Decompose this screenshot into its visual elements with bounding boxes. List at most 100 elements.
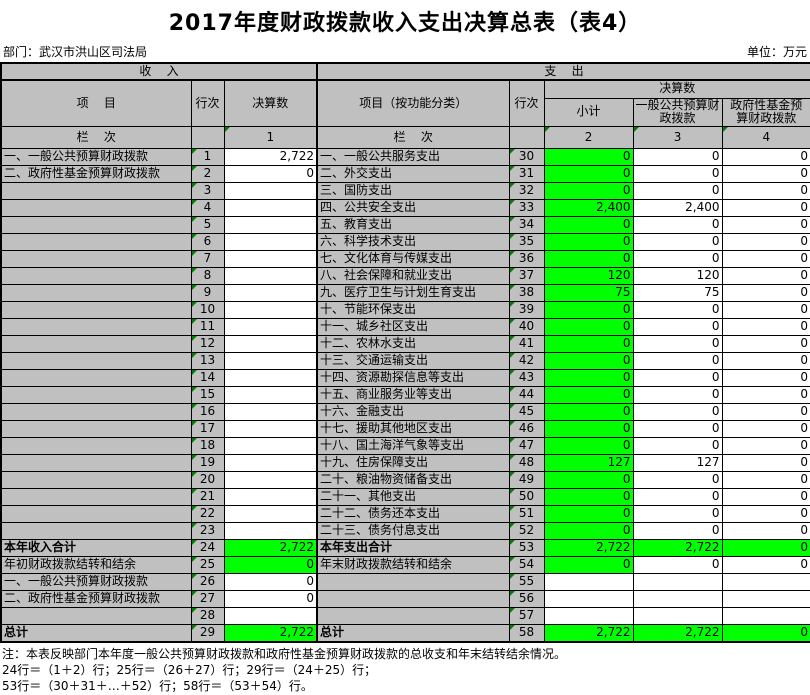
subtotal-amount: 0 xyxy=(543,335,634,354)
income-amount xyxy=(223,454,319,473)
income-item-label xyxy=(0,437,192,456)
income-item-label: 总计 xyxy=(0,624,192,643)
income-amount xyxy=(223,182,319,201)
general-budget-amount: 0 xyxy=(632,437,723,456)
table-row: 9 九、医疗卫生与计划生育支出 38 75 75 0 xyxy=(0,284,810,303)
general-budget-amount: 2,722 xyxy=(632,624,723,643)
income-amount xyxy=(223,369,319,388)
general-budget-amount: 0 xyxy=(632,471,723,490)
income-item-label xyxy=(0,607,192,626)
subtotal-amount: 2,722 xyxy=(543,624,634,643)
expense-line-no: 32 xyxy=(508,182,545,201)
expense-item-label: 十四、资源勘探信息等支出 xyxy=(316,369,510,388)
expense-item-label: 二十一、其他支出 xyxy=(316,488,510,507)
blank-cell xyxy=(190,126,225,150)
govt-fund-amount xyxy=(721,573,810,592)
govt-fund-amount: 0 xyxy=(721,250,810,269)
income-line-no: 22 xyxy=(190,505,225,524)
income-item-label xyxy=(0,471,192,490)
expense-item-label: 十二、农林水支出 xyxy=(316,335,510,354)
income-line-no: 23 xyxy=(190,522,225,541)
unit-label: 单位：万元 xyxy=(746,45,807,59)
table-row: 7 七、文化体育与传媒支出 36 0 0 0 xyxy=(0,250,810,269)
table-row: 15 十五、商业服务业等支出 44 0 0 0 xyxy=(0,386,810,405)
income-amount-header: 决算数 xyxy=(223,79,319,128)
govt-fund-amount: 0 xyxy=(721,454,810,473)
govt-fund-amount: 0 xyxy=(721,556,810,575)
income-amount: 0 xyxy=(223,556,319,575)
govt-fund-amount: 0 xyxy=(721,335,810,354)
table-row: 20 二十、粮油物资储备支出 49 0 0 0 xyxy=(0,471,810,490)
income-section-header: 收 入 xyxy=(0,62,319,81)
table-row: 8 八、社会保障和就业支出 37 120 120 0 xyxy=(0,267,810,286)
department-label: 部门：武汉市洪山区司法局 xyxy=(3,45,148,59)
expense-item-label xyxy=(316,573,510,592)
expense-line-no: 33 xyxy=(508,199,545,218)
govt-fund-amount: 0 xyxy=(721,624,810,643)
report-title: 2017年度财政拨款收入支出决算总表（表4） xyxy=(168,11,642,36)
expense-item-label: 六、科学技术支出 xyxy=(316,233,510,252)
income-amount xyxy=(223,505,319,524)
expense-item-label: 总计 xyxy=(316,624,510,643)
subtotal-amount: 0 xyxy=(543,556,634,575)
general-budget-amount: 2,722 xyxy=(632,539,723,558)
income-item-label xyxy=(0,216,192,235)
expense-item-label: 二十二、债务还本支出 xyxy=(316,505,510,524)
table-row: 11 十一、城乡社区支出 40 0 0 0 xyxy=(0,318,810,337)
expense-item-label: 十八、国土海洋气象等支出 xyxy=(316,437,510,456)
income-amount xyxy=(223,216,319,235)
govt-fund-amount: 0 xyxy=(721,471,810,490)
general-budget-amount: 0 xyxy=(632,335,723,354)
income-item-label xyxy=(0,522,192,541)
table-row: 一、一般公共预算财政拨款 1 2,722 一、一般公共服务支出 30 0 0 0 xyxy=(0,148,810,167)
govt-fund-amount: 0 xyxy=(721,437,810,456)
govt-fund-amount: 0 xyxy=(721,284,810,303)
meta-row: 部门：武汉市洪山区司法局 单位：万元 xyxy=(0,44,810,62)
income-amount xyxy=(223,488,319,507)
subtotal-amount: 0 xyxy=(543,386,634,405)
subtotal-amount xyxy=(543,573,634,592)
income-amount: 2,722 xyxy=(223,624,319,643)
footnote-line: 注：本表反映部门本年度一般公共预算财政拨款和政府性基金预算财政拨款的总收支和年末… xyxy=(2,646,567,661)
income-amount: 0 xyxy=(223,573,319,592)
expense-item-label: 九、医疗卫生与计划生育支出 xyxy=(316,284,510,303)
income-item-label: 一、一般公共预算财政拨款 xyxy=(0,148,192,167)
expense-line-no: 51 xyxy=(508,505,545,524)
table-row: 18 十八、国土海洋气象等支出 47 0 0 0 xyxy=(0,437,810,456)
income-line-no: 26 xyxy=(190,573,225,592)
income-amount xyxy=(223,199,319,218)
column-index-1: 1 xyxy=(223,126,319,150)
expense-item-label: 二、外交支出 xyxy=(316,165,510,184)
general-budget-amount: 75 xyxy=(632,284,723,303)
table-row: 5 五、教育支出 34 0 0 0 xyxy=(0,216,810,235)
subtotal-amount: 0 xyxy=(543,250,634,269)
subtotal-amount: 0 xyxy=(543,165,634,184)
expense-item-label: 十五、商业服务业等支出 xyxy=(316,386,510,405)
income-item-label: 一、一般公共预算财政拨款 xyxy=(0,573,192,592)
income-line-no: 15 xyxy=(190,386,225,405)
subtotal-amount: 0 xyxy=(543,352,634,371)
expense-line-no: 53 xyxy=(508,539,545,558)
govt-fund-amount: 0 xyxy=(721,539,810,558)
income-line-no: 28 xyxy=(190,607,225,626)
table-row: 10 十、节能环保支出 39 0 0 0 xyxy=(0,301,810,320)
expense-item-label xyxy=(316,607,510,626)
general-budget-amount: 0 xyxy=(632,556,723,575)
column-index-2: 2 xyxy=(543,126,634,150)
income-amount xyxy=(223,420,319,439)
general-budget-amount: 120 xyxy=(632,267,723,286)
table-row: 本年收入合计 24 2,722 本年支出合计 53 2,722 2,722 0 xyxy=(0,539,810,558)
expense-line-no: 46 xyxy=(508,420,545,439)
expense-line-no: 57 xyxy=(508,607,545,626)
govt-fund-amount: 0 xyxy=(721,369,810,388)
expense-line-no: 58 xyxy=(508,624,545,643)
income-line-no: 4 xyxy=(190,199,225,218)
expense-line-no-header: 行次 xyxy=(508,79,545,128)
income-item-label xyxy=(0,386,192,405)
income-column-index-label: 栏 次 xyxy=(0,126,192,150)
column-header-row: 项 目 行次 决算数 项目（按功能分类） 行次 决算数 xyxy=(0,79,810,128)
income-line-no: 14 xyxy=(190,369,225,388)
expense-line-no: 30 xyxy=(508,148,545,167)
expense-item-label: 本年支出合计 xyxy=(316,539,510,558)
govt-fund-header: 政府性基金预算财政拨款 xyxy=(721,97,810,128)
